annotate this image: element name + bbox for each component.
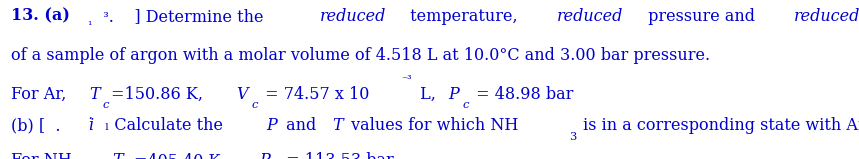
Text: ᵌ.    ] Determine the: ᵌ. ] Determine the — [93, 8, 268, 25]
Text: c: c — [462, 100, 469, 110]
Text: T: T — [113, 152, 123, 159]
Text: reduced: reduced — [557, 8, 624, 25]
Text: = 48.98 bar: = 48.98 bar — [471, 86, 573, 103]
Text: values for which NH: values for which NH — [346, 117, 519, 134]
Text: 3: 3 — [569, 132, 576, 142]
Text: For NH: For NH — [11, 152, 72, 159]
Text: is in a corresponding state with Ar.: is in a corresponding state with Ar. — [578, 117, 859, 134]
Text: V: V — [236, 86, 248, 103]
Text: ⁻³: ⁻³ — [401, 75, 411, 85]
Text: reduced: reduced — [320, 8, 386, 25]
Text: =150.86 K,: =150.86 K, — [112, 86, 209, 103]
Text: ,: , — [99, 152, 109, 159]
Text: P: P — [259, 152, 270, 159]
Text: L,: L, — [415, 86, 441, 103]
Text: c: c — [103, 100, 109, 110]
Text: T: T — [332, 117, 344, 134]
Text: and: and — [281, 117, 321, 134]
Text: P: P — [448, 86, 459, 103]
Text: pressure and: pressure and — [643, 8, 759, 25]
Text: (b) [  .: (b) [ . — [11, 117, 71, 134]
Text: of a sample of argon with a molar volume of 4.518 L at 10.0°C and 3.00 bar press: of a sample of argon with a molar volume… — [11, 47, 710, 64]
Text: = 74.57 x 10: = 74.57 x 10 — [260, 86, 369, 103]
Text: P: P — [266, 117, 277, 134]
Text: 13. (a): 13. (a) — [11, 8, 70, 25]
Text: c: c — [252, 100, 258, 110]
Text: T: T — [89, 86, 100, 103]
Text: ₁: ₁ — [87, 17, 92, 28]
Text: For Ar,: For Ar, — [11, 86, 71, 103]
Text: =405.40 K,: =405.40 K, — [134, 152, 231, 159]
Text: temperature,: temperature, — [405, 8, 523, 25]
Text: = 113.53 bar: = 113.53 bar — [282, 152, 394, 159]
Text: ₗ Calculate the: ₗ Calculate the — [94, 117, 228, 134]
Text: reduced: reduced — [794, 8, 859, 25]
Text: i̇: i̇ — [88, 117, 94, 134]
